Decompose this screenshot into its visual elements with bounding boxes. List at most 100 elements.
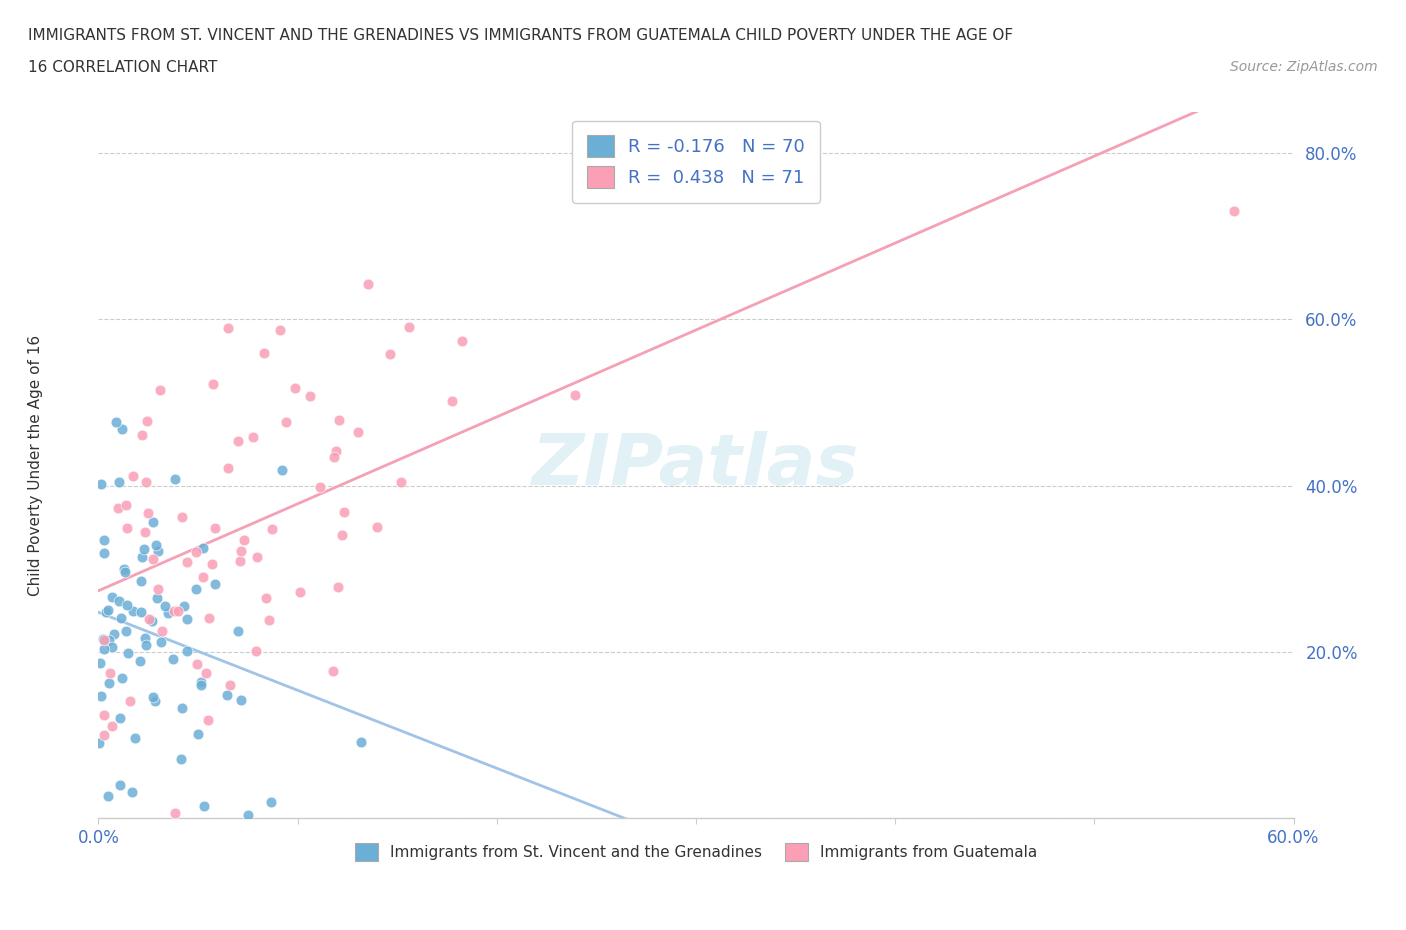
Point bbox=[357, 277, 380, 292]
Point bbox=[134, 541, 156, 556]
Point bbox=[90, 477, 112, 492]
Point bbox=[128, 654, 150, 669]
Point bbox=[186, 544, 208, 559]
Point bbox=[142, 551, 165, 566]
Point bbox=[115, 624, 138, 639]
Point bbox=[135, 637, 157, 652]
Point bbox=[193, 799, 215, 814]
Point bbox=[93, 727, 115, 742]
Point bbox=[172, 700, 194, 715]
Point bbox=[309, 479, 332, 494]
Point bbox=[108, 711, 131, 725]
Point bbox=[284, 381, 307, 396]
Point bbox=[146, 591, 169, 605]
Point bbox=[87, 736, 110, 751]
Point bbox=[138, 611, 160, 626]
Point bbox=[93, 708, 115, 723]
Point bbox=[191, 569, 214, 584]
Legend: R = -0.176   N = 70, R =  0.438   N = 71: R = -0.176 N = 70, R = 0.438 N = 71 bbox=[572, 121, 820, 203]
Point bbox=[231, 543, 253, 558]
Point bbox=[131, 604, 153, 619]
Point bbox=[110, 611, 132, 626]
Point bbox=[270, 463, 292, 478]
Point bbox=[1223, 204, 1246, 219]
Point bbox=[103, 626, 125, 641]
Point bbox=[232, 533, 254, 548]
Text: Source: ZipAtlas.com: Source: ZipAtlas.com bbox=[1230, 60, 1378, 74]
Point bbox=[201, 557, 224, 572]
Point bbox=[90, 688, 112, 703]
Point bbox=[93, 632, 115, 647]
Point bbox=[141, 614, 163, 629]
Point bbox=[290, 585, 312, 600]
Point bbox=[150, 635, 173, 650]
Point bbox=[186, 657, 208, 671]
Point bbox=[131, 574, 153, 589]
Point bbox=[150, 624, 173, 639]
Point bbox=[172, 510, 194, 525]
Point bbox=[242, 430, 264, 445]
Point bbox=[136, 506, 159, 521]
Point bbox=[217, 687, 239, 702]
Point bbox=[322, 663, 344, 678]
Point bbox=[190, 674, 212, 689]
Point bbox=[93, 632, 115, 647]
Point bbox=[187, 726, 209, 741]
Point bbox=[93, 546, 115, 561]
Point bbox=[176, 612, 198, 627]
Point bbox=[122, 604, 145, 619]
Point bbox=[97, 603, 120, 618]
Point bbox=[246, 550, 269, 565]
Point bbox=[259, 612, 281, 627]
Point bbox=[328, 413, 350, 428]
Text: 16 CORRELATION CHART: 16 CORRELATION CHART bbox=[28, 60, 218, 75]
Point bbox=[218, 678, 240, 693]
Y-axis label: Child Poverty Under the Age of 16: Child Poverty Under the Age of 16 bbox=[28, 335, 42, 595]
Point bbox=[131, 550, 153, 565]
Point bbox=[93, 532, 115, 547]
Point bbox=[94, 604, 117, 619]
Point bbox=[245, 644, 267, 658]
Point bbox=[142, 514, 165, 529]
Point bbox=[333, 505, 356, 520]
Point bbox=[163, 604, 186, 618]
Point bbox=[112, 562, 135, 577]
Point bbox=[107, 500, 129, 515]
Point bbox=[100, 640, 122, 655]
Point bbox=[298, 389, 321, 404]
Point bbox=[217, 321, 239, 336]
Point bbox=[330, 528, 353, 543]
Point bbox=[253, 345, 276, 360]
Point bbox=[163, 472, 186, 486]
Point bbox=[254, 591, 277, 605]
Point bbox=[347, 425, 370, 440]
Text: IMMIGRANTS FROM ST. VINCENT AND THE GRENADINES VS IMMIGRANTS FROM GUATEMALA CHIL: IMMIGRANTS FROM ST. VINCENT AND THE GREN… bbox=[28, 28, 1014, 43]
Point bbox=[226, 433, 249, 448]
Point bbox=[131, 428, 153, 443]
Point bbox=[148, 382, 170, 397]
Point bbox=[100, 590, 122, 604]
Point bbox=[114, 565, 136, 579]
Text: ZIPatlas: ZIPatlas bbox=[533, 431, 859, 499]
Point bbox=[564, 388, 586, 403]
Point bbox=[111, 421, 134, 436]
Point bbox=[226, 624, 249, 639]
Point bbox=[108, 777, 131, 792]
Point bbox=[115, 521, 138, 536]
Point bbox=[191, 541, 214, 556]
Point bbox=[155, 599, 177, 614]
Point bbox=[143, 694, 166, 709]
Point bbox=[108, 594, 131, 609]
Point bbox=[398, 319, 420, 334]
Point bbox=[121, 785, 143, 800]
Point bbox=[204, 521, 226, 536]
Point bbox=[117, 646, 139, 661]
Point bbox=[176, 644, 198, 658]
Point bbox=[104, 415, 127, 430]
Point bbox=[108, 475, 131, 490]
Point bbox=[198, 610, 221, 625]
Point bbox=[269, 323, 291, 338]
Point bbox=[389, 474, 412, 489]
Point bbox=[121, 469, 143, 484]
Point bbox=[146, 582, 169, 597]
